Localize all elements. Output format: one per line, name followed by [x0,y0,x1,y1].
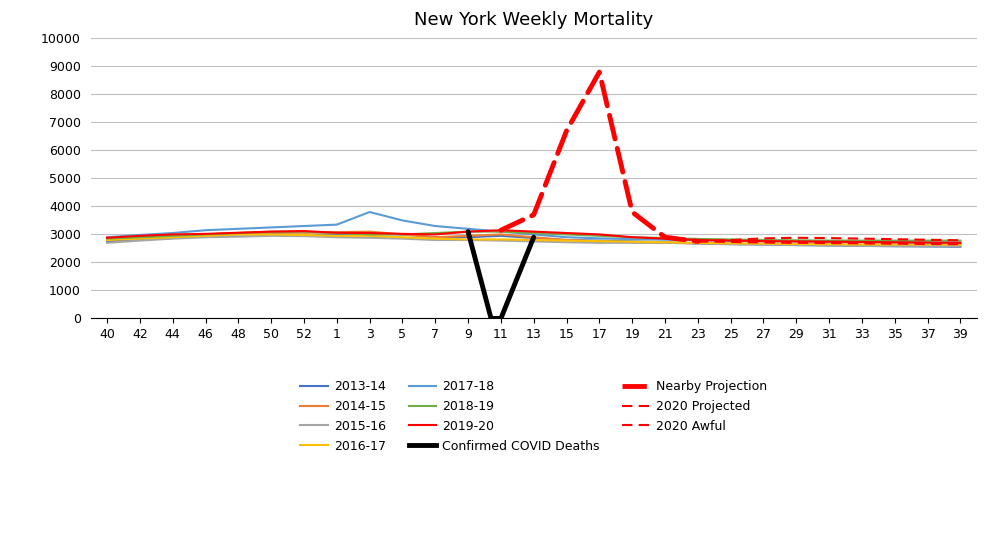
Title: New York Weekly Mortality: New York Weekly Mortality [414,10,654,29]
Legend: 2013-14, 2014-15, 2015-16, 2016-17, 2017-18, 2018-19, 2019-20, Confirmed COVID D: 2013-14, 2014-15, 2015-16, 2016-17, 2017… [295,375,772,458]
